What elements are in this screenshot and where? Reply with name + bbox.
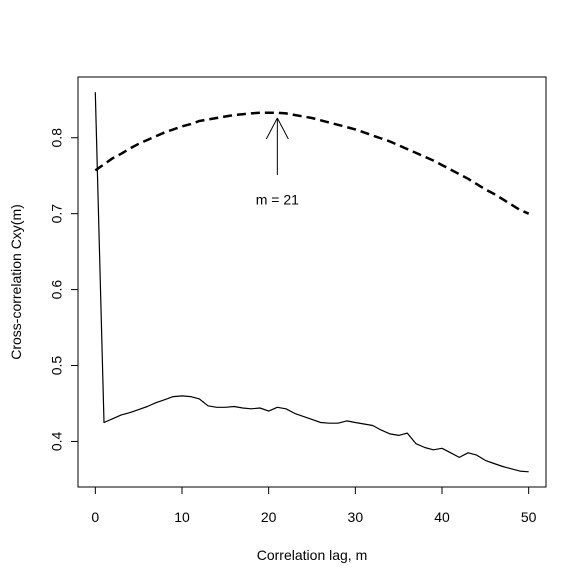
x-tick-label: 0 — [91, 509, 99, 525]
annotation-arrow-head-left — [265, 117, 278, 140]
x-axis: 0 10 20 30 40 50 — [91, 486, 537, 525]
y-tick-label: 0.6 — [49, 280, 65, 300]
series-layer — [94, 92, 530, 473]
x-axis-title: Correlation lag, m — [257, 547, 368, 563]
annotation-label: m = 21 — [256, 191, 299, 207]
y-tick-label: 0.4 — [49, 432, 65, 452]
y-axis-title: Cross-correlation Cxy(m) — [8, 204, 24, 360]
x-tick-label: 40 — [434, 509, 450, 525]
solid-series-line — [94, 92, 529, 473]
x-tick-label: 10 — [174, 509, 190, 525]
annotation-arrow-head-right — [276, 117, 289, 140]
annotation-layer: m = 21 — [256, 117, 299, 207]
y-tick-label: 0.7 — [49, 204, 65, 224]
y-axis: 0.4 0.5 0.6 0.7 0.8 — [49, 128, 79, 452]
dashed-series-line — [94, 111, 530, 215]
x-tick-label: 20 — [261, 509, 277, 525]
y-tick-label: 0.8 — [49, 128, 65, 148]
x-tick-label: 30 — [348, 509, 364, 525]
y-tick-label: 0.5 — [49, 356, 65, 376]
x-tick-label: 50 — [521, 509, 537, 525]
